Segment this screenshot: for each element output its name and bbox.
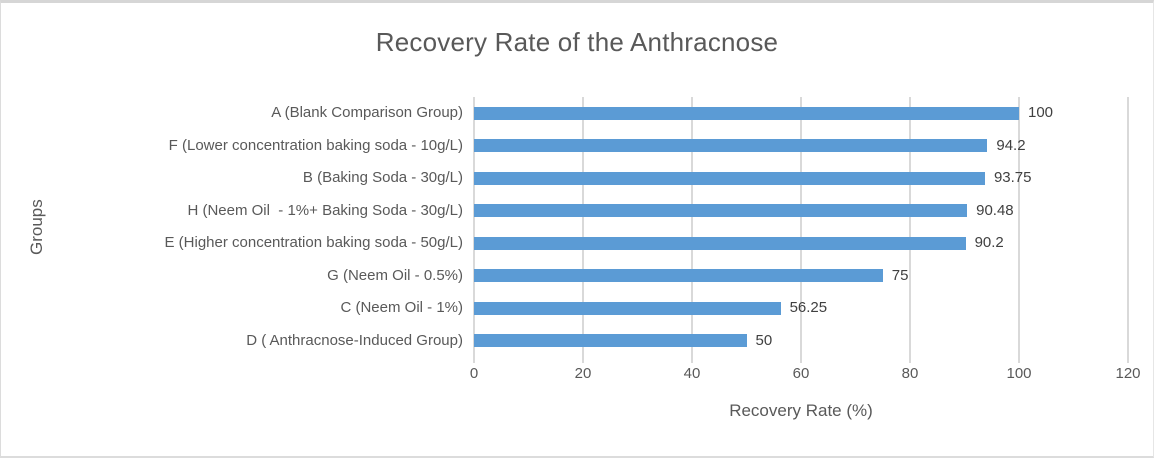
x-tick-label: 20 — [574, 365, 592, 382]
bar — [474, 171, 985, 185]
gridline — [800, 97, 802, 357]
gridline — [909, 97, 911, 357]
gridline — [691, 97, 693, 357]
category-label: E (Higher concentration baking soda - 50… — [164, 234, 463, 252]
value-label: 90.48 — [976, 201, 1014, 219]
bar — [474, 236, 966, 250]
x-tick-label: 60 — [792, 365, 810, 382]
gridline — [1127, 97, 1129, 357]
x-tick-label: 120 — [1115, 365, 1141, 382]
axis-tick — [691, 357, 693, 363]
value-label: 94.2 — [996, 136, 1026, 154]
value-label: 50 — [755, 331, 773, 349]
x-axis-title: Recovery Rate (%) — [729, 401, 873, 420]
category-label: D ( Anthracnose-Induced Group) — [246, 331, 463, 349]
axis-tick — [909, 357, 911, 363]
value-label: 100 — [1028, 104, 1054, 122]
axis-tick — [473, 357, 475, 363]
axis-tick — [1018, 357, 1020, 363]
gridline — [582, 97, 584, 357]
bar — [474, 204, 968, 218]
x-tick-label: 100 — [1006, 365, 1032, 382]
gridline — [1018, 97, 1020, 357]
axis-tick — [1127, 357, 1129, 363]
chart-title: Recovery Rate of the Anthracnose — [375, 27, 779, 57]
axis-tick — [582, 357, 584, 363]
category-label: A (Blank Comparison Group) — [271, 104, 463, 122]
plot-area — [473, 97, 1129, 357]
x-tick-label: 0 — [469, 365, 479, 382]
x-tick-label: 80 — [901, 365, 919, 382]
category-axis-line — [473, 97, 475, 357]
value-label: 56.25 — [789, 299, 828, 317]
value-label: 93.75 — [993, 169, 1032, 187]
category-label: G (Neem Oil - 0.5%) — [327, 266, 463, 284]
category-label: H (Neem Oil - 1%+ Baking Soda - 30g/L) — [187, 201, 463, 219]
value-label: 75 — [891, 266, 909, 284]
bar — [474, 106, 1019, 120]
value-label: 90.2 — [974, 234, 1004, 252]
category-label: B (Baking Soda - 30g/L) — [302, 169, 463, 187]
category-label: F (Lower concentration baking soda - 10g… — [168, 136, 463, 154]
bar — [474, 269, 883, 283]
bar — [474, 334, 747, 348]
bar — [474, 301, 781, 315]
bar — [474, 139, 988, 153]
axis-tick — [800, 357, 802, 363]
category-label: C (Neem Oil - 1%) — [340, 299, 463, 317]
x-tick-label: 40 — [683, 365, 701, 382]
